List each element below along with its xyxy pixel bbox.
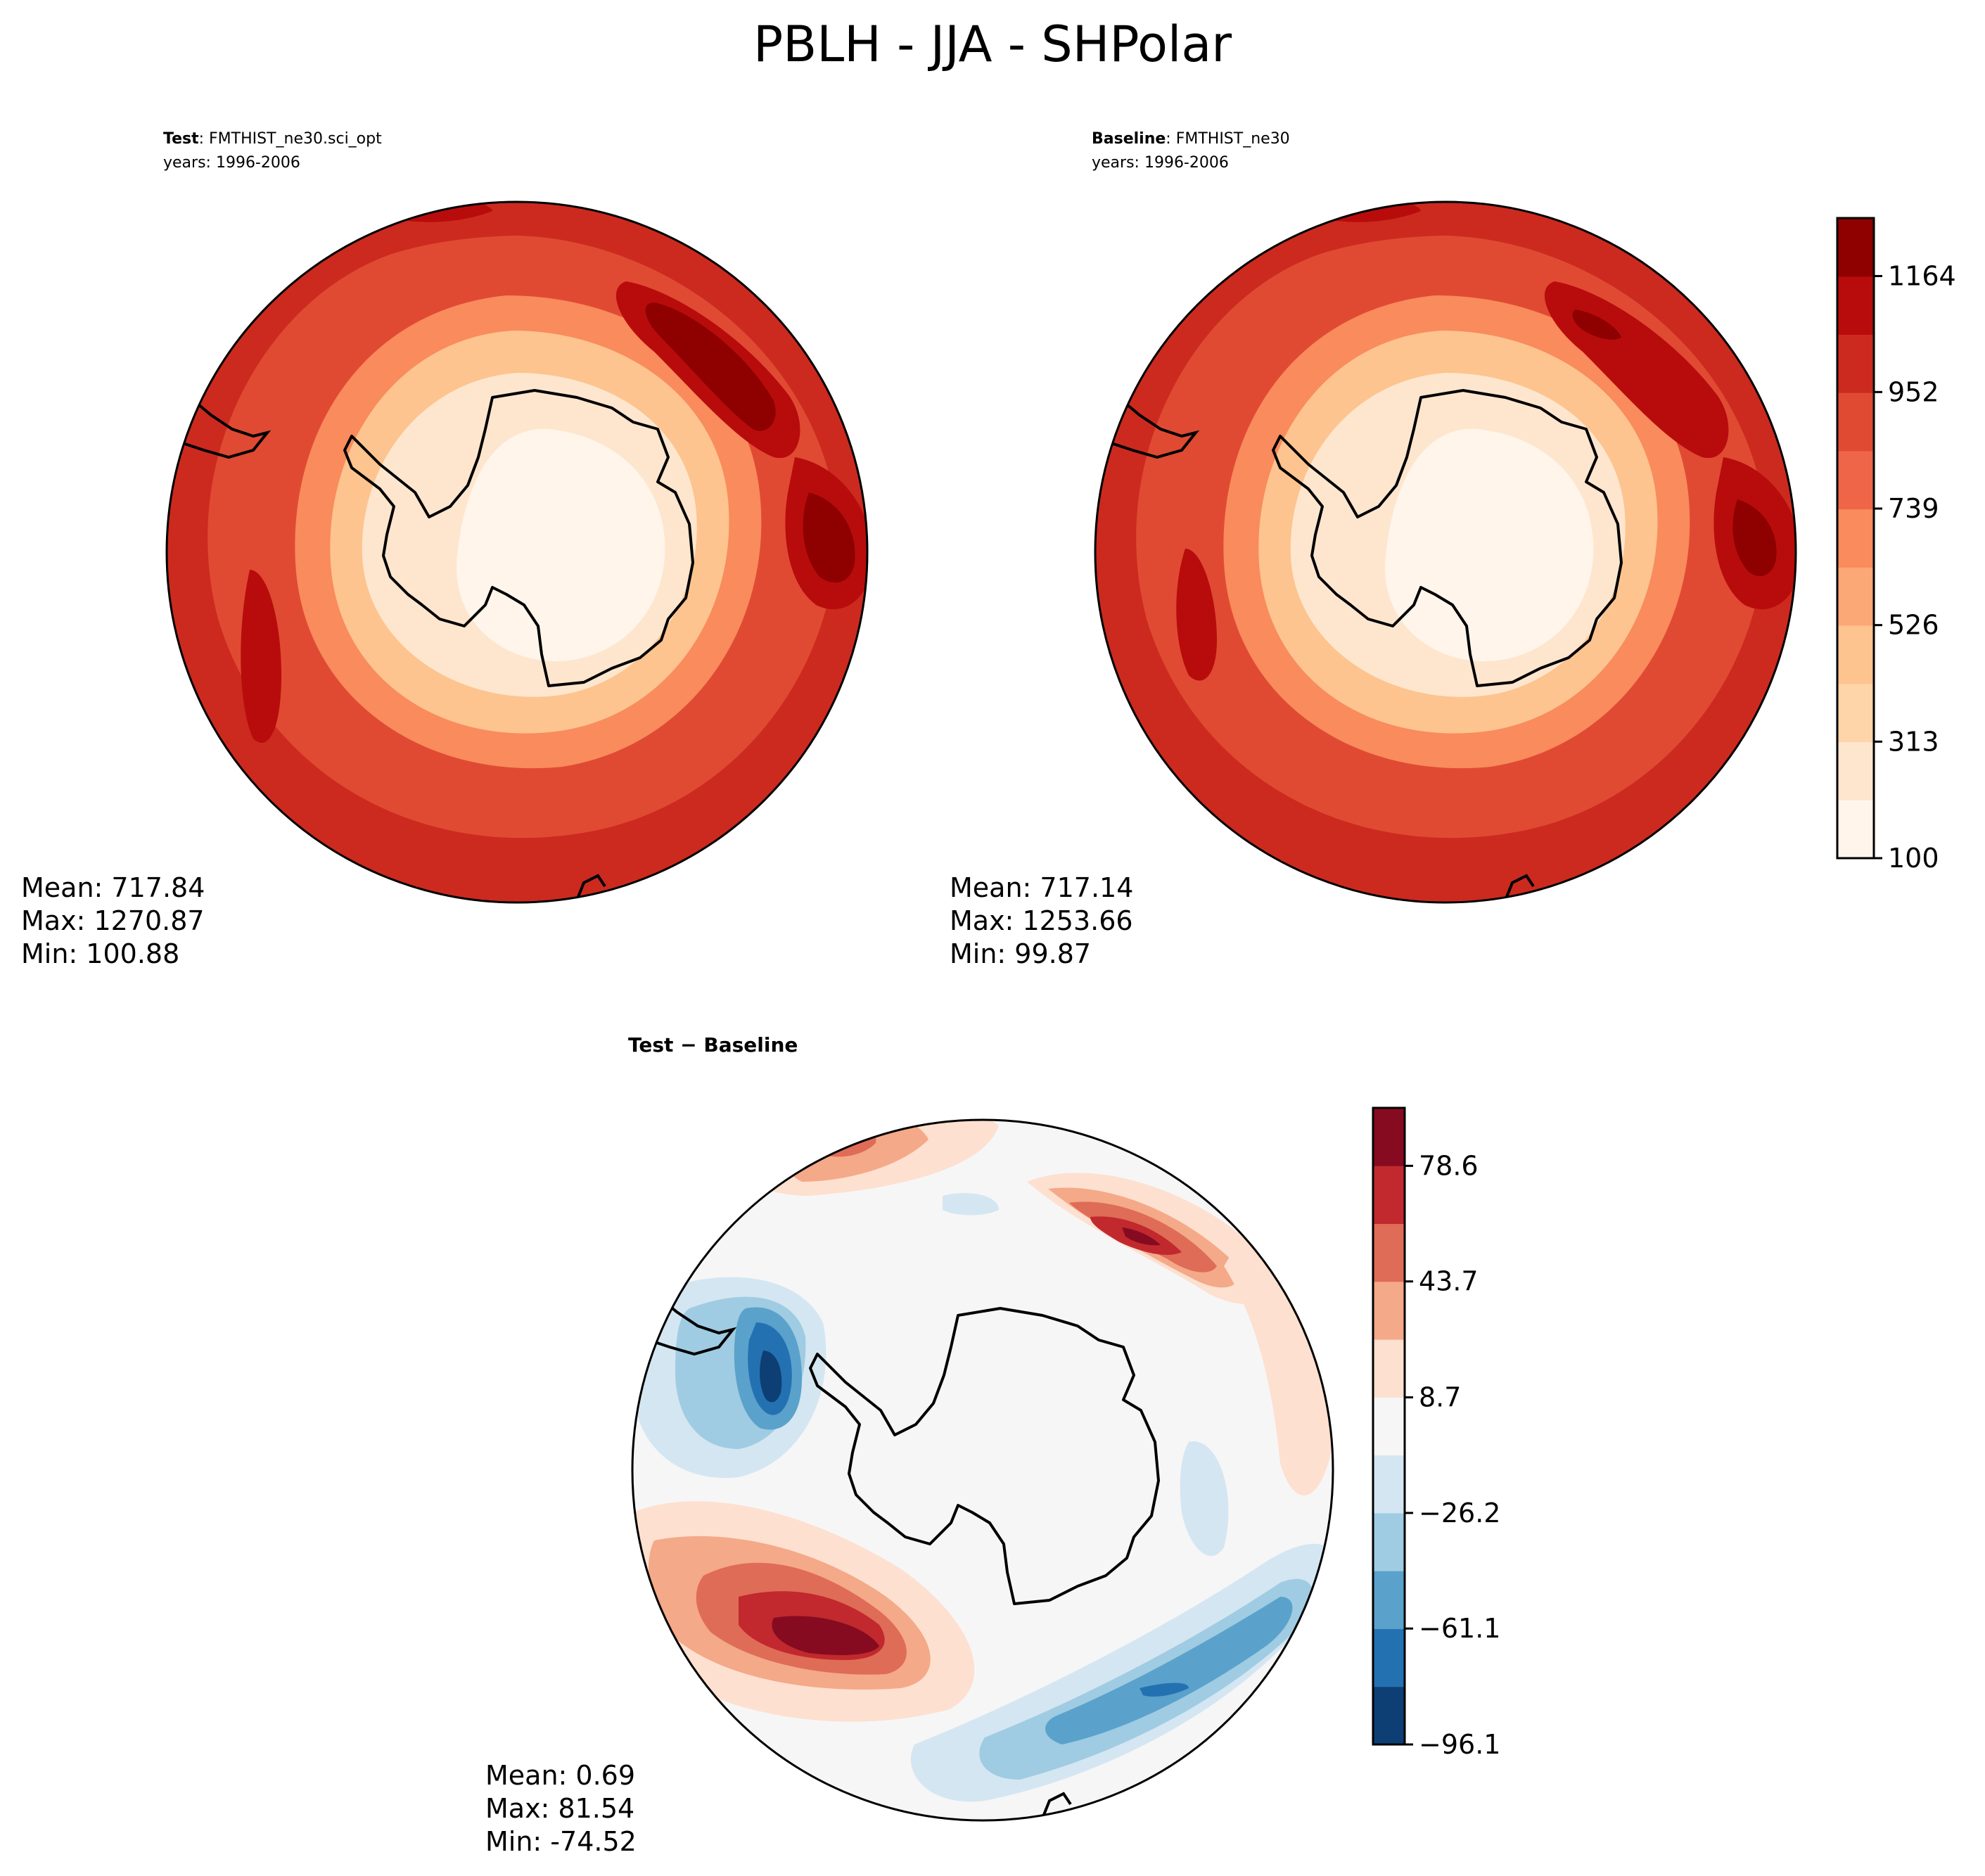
baseline-panel: Baseline: FMTHIST_ne30 years: 1996-2006 … (950, 130, 1956, 969)
test-field-max-4 (803, 492, 855, 583)
difference-min: Min: -74.52 (485, 1826, 637, 1857)
baseline-mean: Mean: 717.14 (950, 872, 1133, 903)
difference-field-neg-8 (1045, 1597, 1293, 1744)
difference-field-pos-14 (772, 1616, 879, 1655)
baseline-colorbar-level (1837, 741, 1874, 800)
difference-colorbar-tick-label: 8.7 (1419, 1382, 1461, 1413)
baseline-stats: Mean: 717.14 Max: 1253.66 Min: 99.87 (950, 872, 1133, 969)
baseline-min: Min: 99.87 (950, 938, 1091, 969)
difference-panel: Test − Baseline (485, 1033, 1500, 1857)
test-min: Min: 100.88 (21, 938, 179, 969)
baseline-field-ring-6 (1385, 428, 1594, 661)
baseline-map (1095, 202, 1796, 902)
baseline-colorbar-level (1837, 276, 1874, 335)
test-coastline-peninsula (182, 396, 272, 459)
difference-colorbar-level (1373, 1571, 1405, 1629)
baseline-colorbar-level (1837, 450, 1874, 510)
baseline-colorbar-level (1837, 567, 1874, 626)
difference-colorbar-tick-label: −26.2 (1419, 1498, 1500, 1529)
baseline-max: Max: 1253.66 (950, 905, 1133, 936)
baseline-map-border (1094, 200, 1797, 904)
difference-coastline-peninsula (648, 1293, 737, 1356)
test-max: Max: 1270.87 (21, 905, 205, 936)
difference-mean: Mean: 0.69 (485, 1760, 635, 1791)
baseline-colorbar-tick-label: 739 (1888, 493, 1939, 524)
difference-colorbar-level (1373, 1166, 1405, 1225)
baseline-coastline-peninsula (1111, 396, 1200, 459)
difference-colorbar-level (1373, 1108, 1405, 1166)
baseline-colorbar-level (1837, 334, 1874, 393)
test-coastline-australia (575, 874, 606, 901)
test-field-max-5 (241, 570, 281, 743)
difference-max: Max: 81.54 (485, 1793, 634, 1824)
baseline-field-max-5 (1176, 549, 1217, 681)
difference-colorbar-level (1373, 1281, 1405, 1340)
difference-colorbar-level (1373, 1628, 1405, 1687)
difference-header: Test − Baseline (628, 1033, 798, 1057)
baseline-colorbar: 1164 952 739 526 313 100 (1836, 217, 1956, 874)
test-map-border (165, 200, 869, 904)
difference-colorbar-level (1373, 1512, 1405, 1571)
baseline-colorbar-tick-label: 100 (1888, 843, 1939, 874)
difference-colorbar-tick-label: 43.7 (1419, 1266, 1479, 1297)
baseline-colorbar-tick-label: 952 (1888, 376, 1939, 407)
difference-colorbar: 78.6 43.7 8.7 −26.2 −61.1 −96.1 (1372, 1106, 1500, 1760)
figure-title: PBLH - JJA - SHPolar (753, 15, 1232, 73)
difference-colorbar-tick-label: −61.1 (1419, 1613, 1500, 1644)
test-coastline (343, 389, 694, 687)
baseline-colorbar-tick-label: 1164 (1888, 260, 1956, 291)
test-field-ring-6 (457, 428, 665, 661)
difference-map (632, 1120, 1333, 1820)
test-header: Test: FMTHIST_ne30.sci_opt (163, 130, 382, 148)
test-map (167, 202, 867, 902)
difference-colorbar-level (1373, 1397, 1405, 1456)
baseline-colorbar-level (1837, 683, 1874, 743)
difference-field-pos-8 (1122, 1227, 1161, 1246)
baseline-colorbar-tick-label: 313 (1888, 726, 1939, 757)
baseline-header: Baseline: FMTHIST_ne30 (1092, 130, 1290, 148)
difference-coastline-australia (1041, 1792, 1072, 1819)
difference-field-neg-5 (760, 1351, 782, 1403)
difference-colorbar-tick-label: −96.1 (1419, 1729, 1500, 1760)
baseline-colorbar-tick-label: 526 (1888, 610, 1939, 641)
baseline-colorbar-level (1837, 509, 1874, 568)
difference-field-neg-10 (1180, 1441, 1229, 1556)
baseline-colorbar-level (1837, 800, 1874, 859)
difference-coastline (809, 1307, 1160, 1605)
test-years: years: 1996-2006 (163, 154, 300, 172)
baseline-years: years: 1996-2006 (1092, 154, 1229, 172)
baseline-field-max-2 (1572, 310, 1621, 340)
difference-colorbar-level (1373, 1339, 1405, 1398)
test-stats: Mean: 717.84 Max: 1270.87 Min: 100.88 (21, 872, 205, 969)
difference-field-neg-11 (943, 1193, 999, 1215)
baseline-coastline-australia (1504, 874, 1535, 901)
difference-map-border (631, 1118, 1334, 1822)
baseline-field-max-4 (1732, 499, 1777, 576)
difference-colorbar-frame (1372, 1106, 1406, 1746)
baseline-colorbar-frame (1836, 217, 1875, 860)
baseline-coastline (1272, 389, 1623, 687)
baseline-colorbar-level (1837, 625, 1874, 684)
test-mean: Mean: 717.84 (21, 872, 205, 903)
difference-stats: Mean: 0.69 Max: 81.54 Min: -74.52 (485, 1760, 637, 1857)
difference-colorbar-level (1373, 1223, 1405, 1282)
difference-colorbar-tick-label: 78.6 (1419, 1150, 1479, 1181)
baseline-colorbar-level (1837, 218, 1874, 277)
baseline-colorbar-level (1837, 393, 1874, 452)
difference-colorbar-level (1373, 1686, 1405, 1745)
difference-colorbar-level (1373, 1455, 1405, 1514)
test-panel: Test: FMTHIST_ne30.sci_opt years: 1996-2… (21, 130, 869, 969)
test-field-max-2 (645, 302, 776, 431)
difference-field-neg-9 (1140, 1683, 1189, 1697)
